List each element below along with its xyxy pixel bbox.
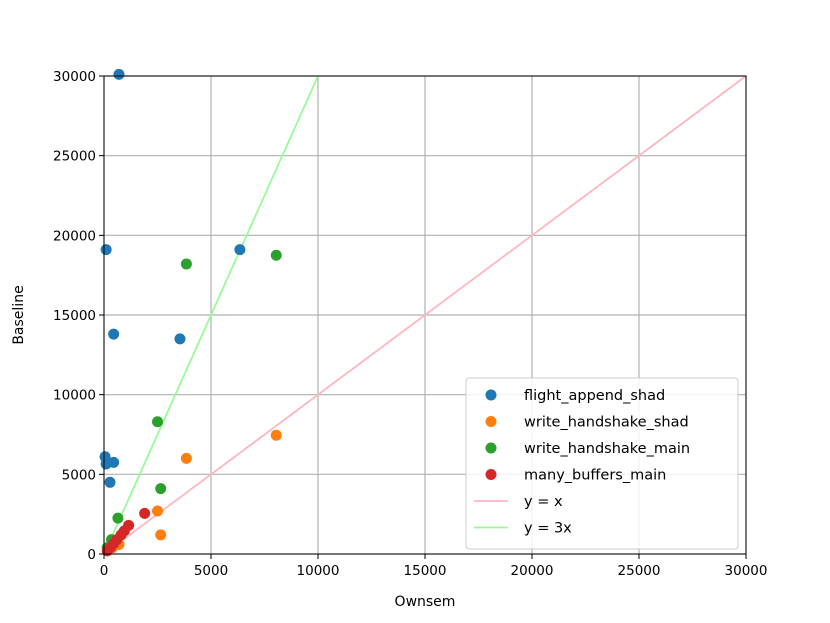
- point-flight-append-shad: [234, 244, 246, 256]
- point-flight-append-shad: [100, 244, 112, 256]
- point-flight-append-shad: [104, 476, 116, 488]
- legend-box: [465, 377, 739, 550]
- y-tick-label: 5000: [62, 467, 96, 483]
- legend-label: y = x: [524, 494, 563, 510]
- point-many-buffers-main: [101, 545, 113, 557]
- legend-label: write_handshake_shad: [524, 415, 689, 431]
- point-flight-append-shad: [108, 328, 120, 340]
- legend: flight_append_shad write_handshake_shadwr…: [465, 377, 739, 550]
- point-write-handshake-shad: [155, 529, 167, 541]
- point-write-handshake-main: [180, 258, 192, 270]
- y-tick-label: 10000: [53, 388, 96, 404]
- x-tick-label: 10000: [297, 563, 340, 579]
- legend-marker-write-handshake-shad: [485, 416, 497, 427]
- legend-marker-write-handshake-main: [485, 442, 497, 454]
- legend-label: write_handshake_main: [524, 441, 690, 457]
- reference-lines: [103, 75, 747, 555]
- point-flight-append-shad: [174, 333, 186, 345]
- legend-label: flight_append_shad: [524, 388, 665, 404]
- point-write-handshake-shad: [270, 429, 282, 441]
- x-tick-label: 15000: [404, 563, 447, 579]
- legend-label: many_buffers_main: [524, 468, 666, 484]
- data-points: [99, 68, 282, 557]
- reference-line-y-3x: [103, 75, 319, 555]
- point-write-handshake-shad: [180, 452, 192, 464]
- axis-ticks: 0 5000 10000 15000 20000 25000 30000 0 5000 10000…: [53, 69, 767, 579]
- y-tick-label: 25000: [53, 149, 96, 165]
- point-flight-append-shad: [100, 458, 112, 470]
- y-tick-label: 20000: [53, 228, 96, 244]
- x-tick-label: 0: [100, 563, 109, 579]
- y-tick-label: 0: [87, 547, 96, 563]
- x-tick-label: 5000: [194, 563, 228, 579]
- reference-line-y-x: [103, 75, 747, 555]
- x-axis-label: Ownsem: [395, 594, 456, 610]
- legend-marker-many-buffers-main: [485, 469, 497, 480]
- y-tick-label: 15000: [53, 308, 96, 324]
- x-tick-label: 25000: [618, 563, 661, 579]
- point-write-handshake-shad: [152, 505, 163, 517]
- x-tick-label: 20000: [511, 563, 554, 579]
- point-write-handshake-main: [270, 249, 282, 261]
- point-flight-append-shad: [113, 68, 125, 80]
- point-write-handshake-main: [112, 512, 124, 524]
- point-write-handshake-main: [152, 416, 163, 428]
- legend-marker-flight-append-shad: [485, 389, 497, 401]
- point-many-buffers-main: [139, 507, 151, 519]
- y-tick-label: 30000: [53, 69, 96, 85]
- point-write-handshake-main: [155, 483, 167, 495]
- legend-label: y = 3x: [524, 521, 572, 537]
- x-tick-label: 30000: [725, 563, 768, 579]
- y-axis-label: Baseline: [11, 285, 27, 344]
